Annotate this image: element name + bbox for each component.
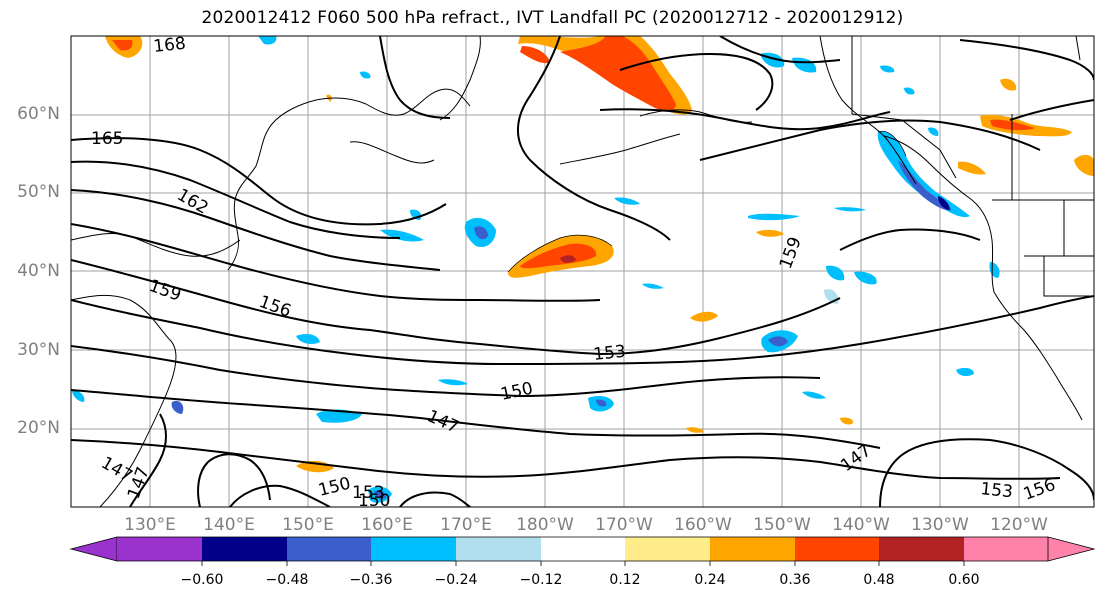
borders [851, 36, 1094, 297]
contour-label: 150 [358, 491, 390, 511]
lat-label: 40°N [17, 261, 60, 281]
lon-label: 160°W [674, 515, 732, 535]
lat-label: 20°N [17, 418, 60, 438]
colorbar-extend-low [69, 536, 118, 562]
colorbar-segment [795, 537, 879, 561]
colorbar-segment [371, 537, 456, 561]
lat-label: 50°N [17, 182, 60, 202]
lon-label: 120°W [990, 515, 1048, 535]
graticule [71, 36, 1094, 507]
lon-label: 150°E [282, 515, 334, 535]
contour-label: 153 [352, 483, 384, 503]
colorbar-tick-label: −0.24 [434, 572, 478, 588]
negative-patch-westcoast [877, 131, 970, 218]
contour-label: 153 [979, 479, 1013, 502]
lon-label: 130°E [124, 515, 176, 535]
height-contours [71, 36, 1094, 507]
colorbar-extend-high [1047, 536, 1096, 562]
colorbar-segment [541, 537, 625, 561]
contour-label: 168 [152, 34, 186, 57]
colorbar-segment [964, 537, 1048, 561]
colorbar-tick-label: 0.60 [948, 572, 980, 588]
colorbar-segment [202, 537, 287, 561]
contour-label: 153 [592, 342, 626, 365]
lon-label: 180°W [516, 515, 574, 535]
colorbar-tick-label: −0.48 [265, 572, 309, 588]
colorbar-segment [710, 537, 795, 561]
colorbar-tick-label: 0.36 [779, 572, 811, 588]
map-title: 2020012412 F060 500 hPa refract., IVT La… [201, 8, 904, 28]
colorbar-tick-label: −0.60 [180, 572, 224, 588]
lat-label: 60°N [17, 104, 60, 124]
lon-label: 170°E [440, 515, 492, 535]
lon-label: 170°W [595, 515, 653, 535]
lon-label: 160°E [361, 515, 413, 535]
colorbar-tick-label: −0.12 [519, 572, 563, 588]
lon-label: 140°E [203, 515, 255, 535]
colorbar-tick-label: 0.48 [863, 572, 895, 588]
colorbar-tick-label: 0.12 [609, 572, 641, 588]
lat-label: 30°N [17, 340, 60, 360]
lon-label: 130°W [911, 515, 969, 535]
lon-label: 140°W [832, 515, 890, 535]
colorbar-segment [625, 537, 710, 561]
colorbar-segment [287, 537, 371, 561]
lon-label: 150°W [753, 515, 811, 535]
colorbar [69, 536, 1096, 566]
colorbar-segment [879, 537, 964, 561]
colorbar-segment [117, 537, 202, 561]
colorbar-segment [456, 537, 541, 561]
colorbar-tick-label: −0.36 [349, 572, 393, 588]
colorbar-tick-label: 0.24 [694, 572, 726, 588]
contour-label: 165 [91, 129, 123, 149]
